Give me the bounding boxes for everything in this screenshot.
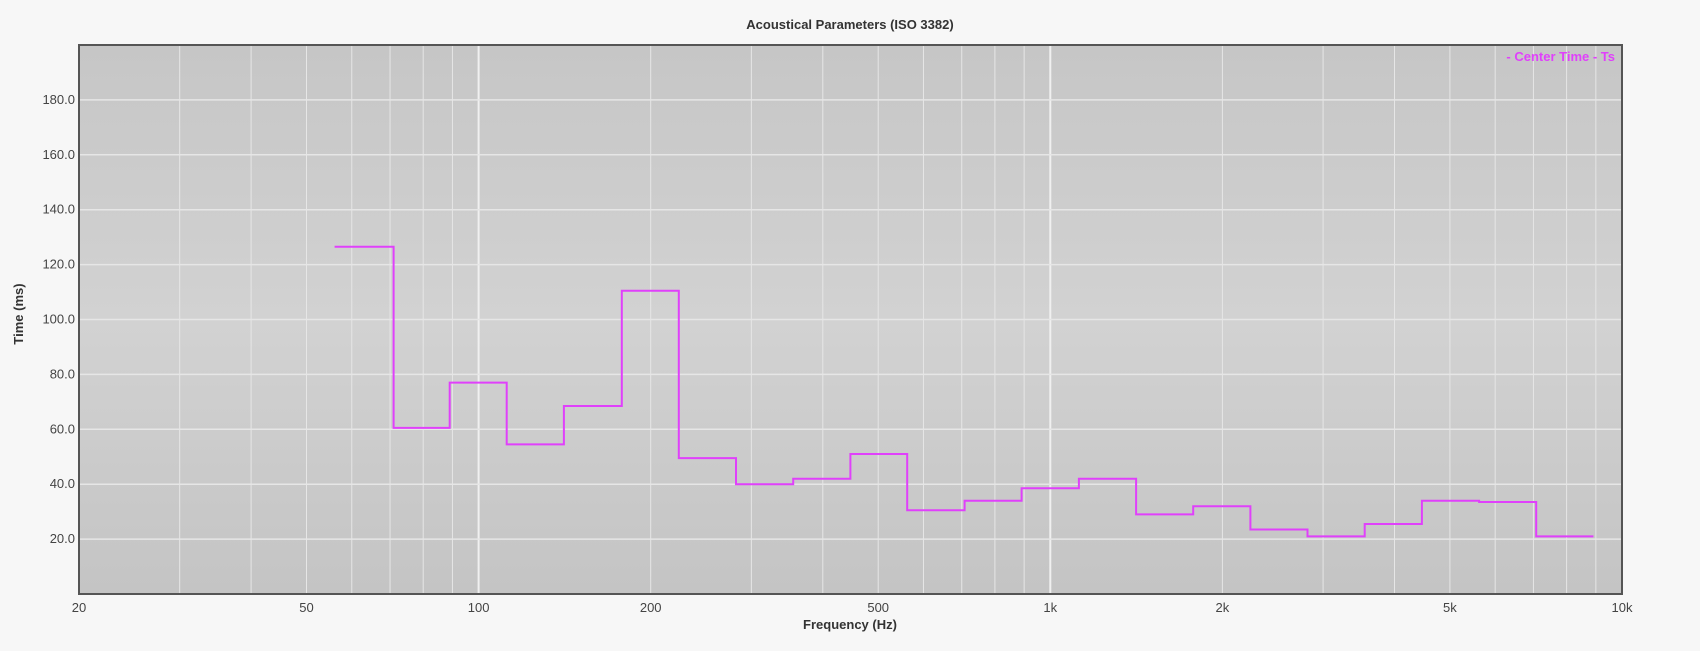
x-tick-label: 2k [1216,600,1230,615]
y-tick-label: 140.0 [42,202,75,217]
grid [80,46,1621,593]
y-tick-label: 180.0 [42,92,75,107]
y-axis-title: Time (ms) [11,283,26,344]
x-tick-label: 20 [72,600,86,615]
y-tick-label: 40.0 [50,476,75,491]
series-layer [334,245,1594,538]
x-tick-label: 500 [867,600,889,615]
x-tick-label: 100 [468,600,490,615]
x-axis-title: Frequency (Hz) [803,617,897,632]
x-tick-label: 10k [1612,600,1633,615]
chart-title: Acoustical Parameters (ISO 3382) [746,17,953,32]
y-tick-label: 60.0 [50,421,75,436]
x-tick-label: 1k [1043,600,1057,615]
y-tick-label: 120.0 [42,257,75,272]
x-tick-label: 200 [640,600,662,615]
x-tick-label: 5k [1443,600,1457,615]
y-tick-label: 100.0 [42,312,75,327]
x-axis: 20 50 100 200 500 1k 2k 5k 10k [72,600,1633,615]
legend-entry[interactable]: - Center Time - Ts [1506,49,1615,64]
series-line [334,245,1594,538]
y-tick-label: 20.0 [50,531,75,546]
y-tick-label: 160.0 [42,147,75,162]
y-axis: 20.0 40.0 60.0 80.0 100.0 120.0 140.0 160.0 180.… [42,92,75,546]
y-tick-label: 80.0 [50,366,75,381]
x-tick-label: 50 [299,600,313,615]
